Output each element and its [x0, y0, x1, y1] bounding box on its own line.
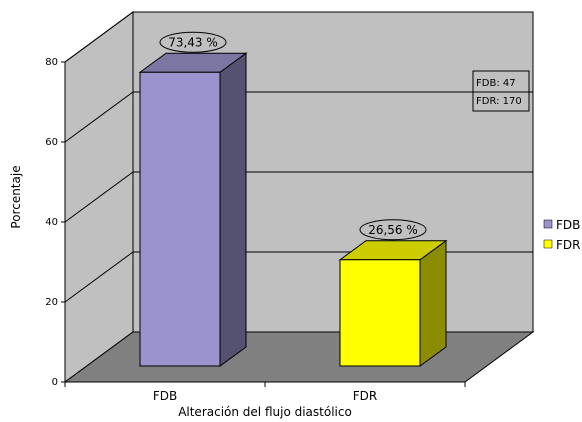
- data-label-bubble: [359, 219, 427, 241]
- annotation-line-fdr: FDR: 170: [476, 96, 522, 107]
- bar-front: [139, 71, 221, 367]
- legend-label-fdb: FDB: [556, 218, 580, 232]
- count-annotation: FDB: 47 FDR: 170: [472, 70, 530, 112]
- data-label: 73,43 %: [168, 35, 218, 49]
- x-axis: FDB FDR: [64, 381, 466, 403]
- bar-fdb: [138, 52, 248, 367]
- bar-side: [219, 52, 247, 367]
- y-axis-title: Porcentaje: [9, 165, 23, 228]
- legend-swatch-fdr: [543, 239, 553, 249]
- y-tick-label: 80: [45, 57, 58, 68]
- legend: FDB FDR: [543, 218, 580, 252]
- chart-floor: [63, 331, 535, 383]
- bar-fdr: [338, 239, 448, 367]
- y-tick-label: 60: [45, 137, 58, 148]
- bar-side: [419, 239, 447, 367]
- y-tick-label: 40: [45, 217, 58, 228]
- x-axis-title: Alteración del flujo diastólico: [178, 405, 352, 419]
- data-labels: 73,43 % 26,56 %: [159, 31, 427, 241]
- data-label-bubble: [159, 31, 227, 53]
- y-tick-label: 20: [45, 297, 58, 308]
- y-tick-label: 0: [52, 377, 58, 388]
- data-label: 26,56 %: [368, 223, 418, 237]
- x-tick-label: FDR: [353, 389, 377, 403]
- y-axis: 0 20 40 60 80: [45, 57, 66, 388]
- gridline: [64, 11, 533, 63]
- legend-swatch-fdb: [543, 219, 553, 229]
- x-tick-label: FDB: [153, 389, 177, 403]
- gridline: [64, 91, 533, 143]
- legend-label-fdr: FDR: [556, 238, 580, 252]
- annotation-box: [472, 70, 530, 112]
- gridline: [64, 171, 533, 223]
- annotation-line-fdb: FDB: 47: [476, 78, 516, 89]
- bar-front: [339, 259, 421, 367]
- bars: [138, 52, 448, 367]
